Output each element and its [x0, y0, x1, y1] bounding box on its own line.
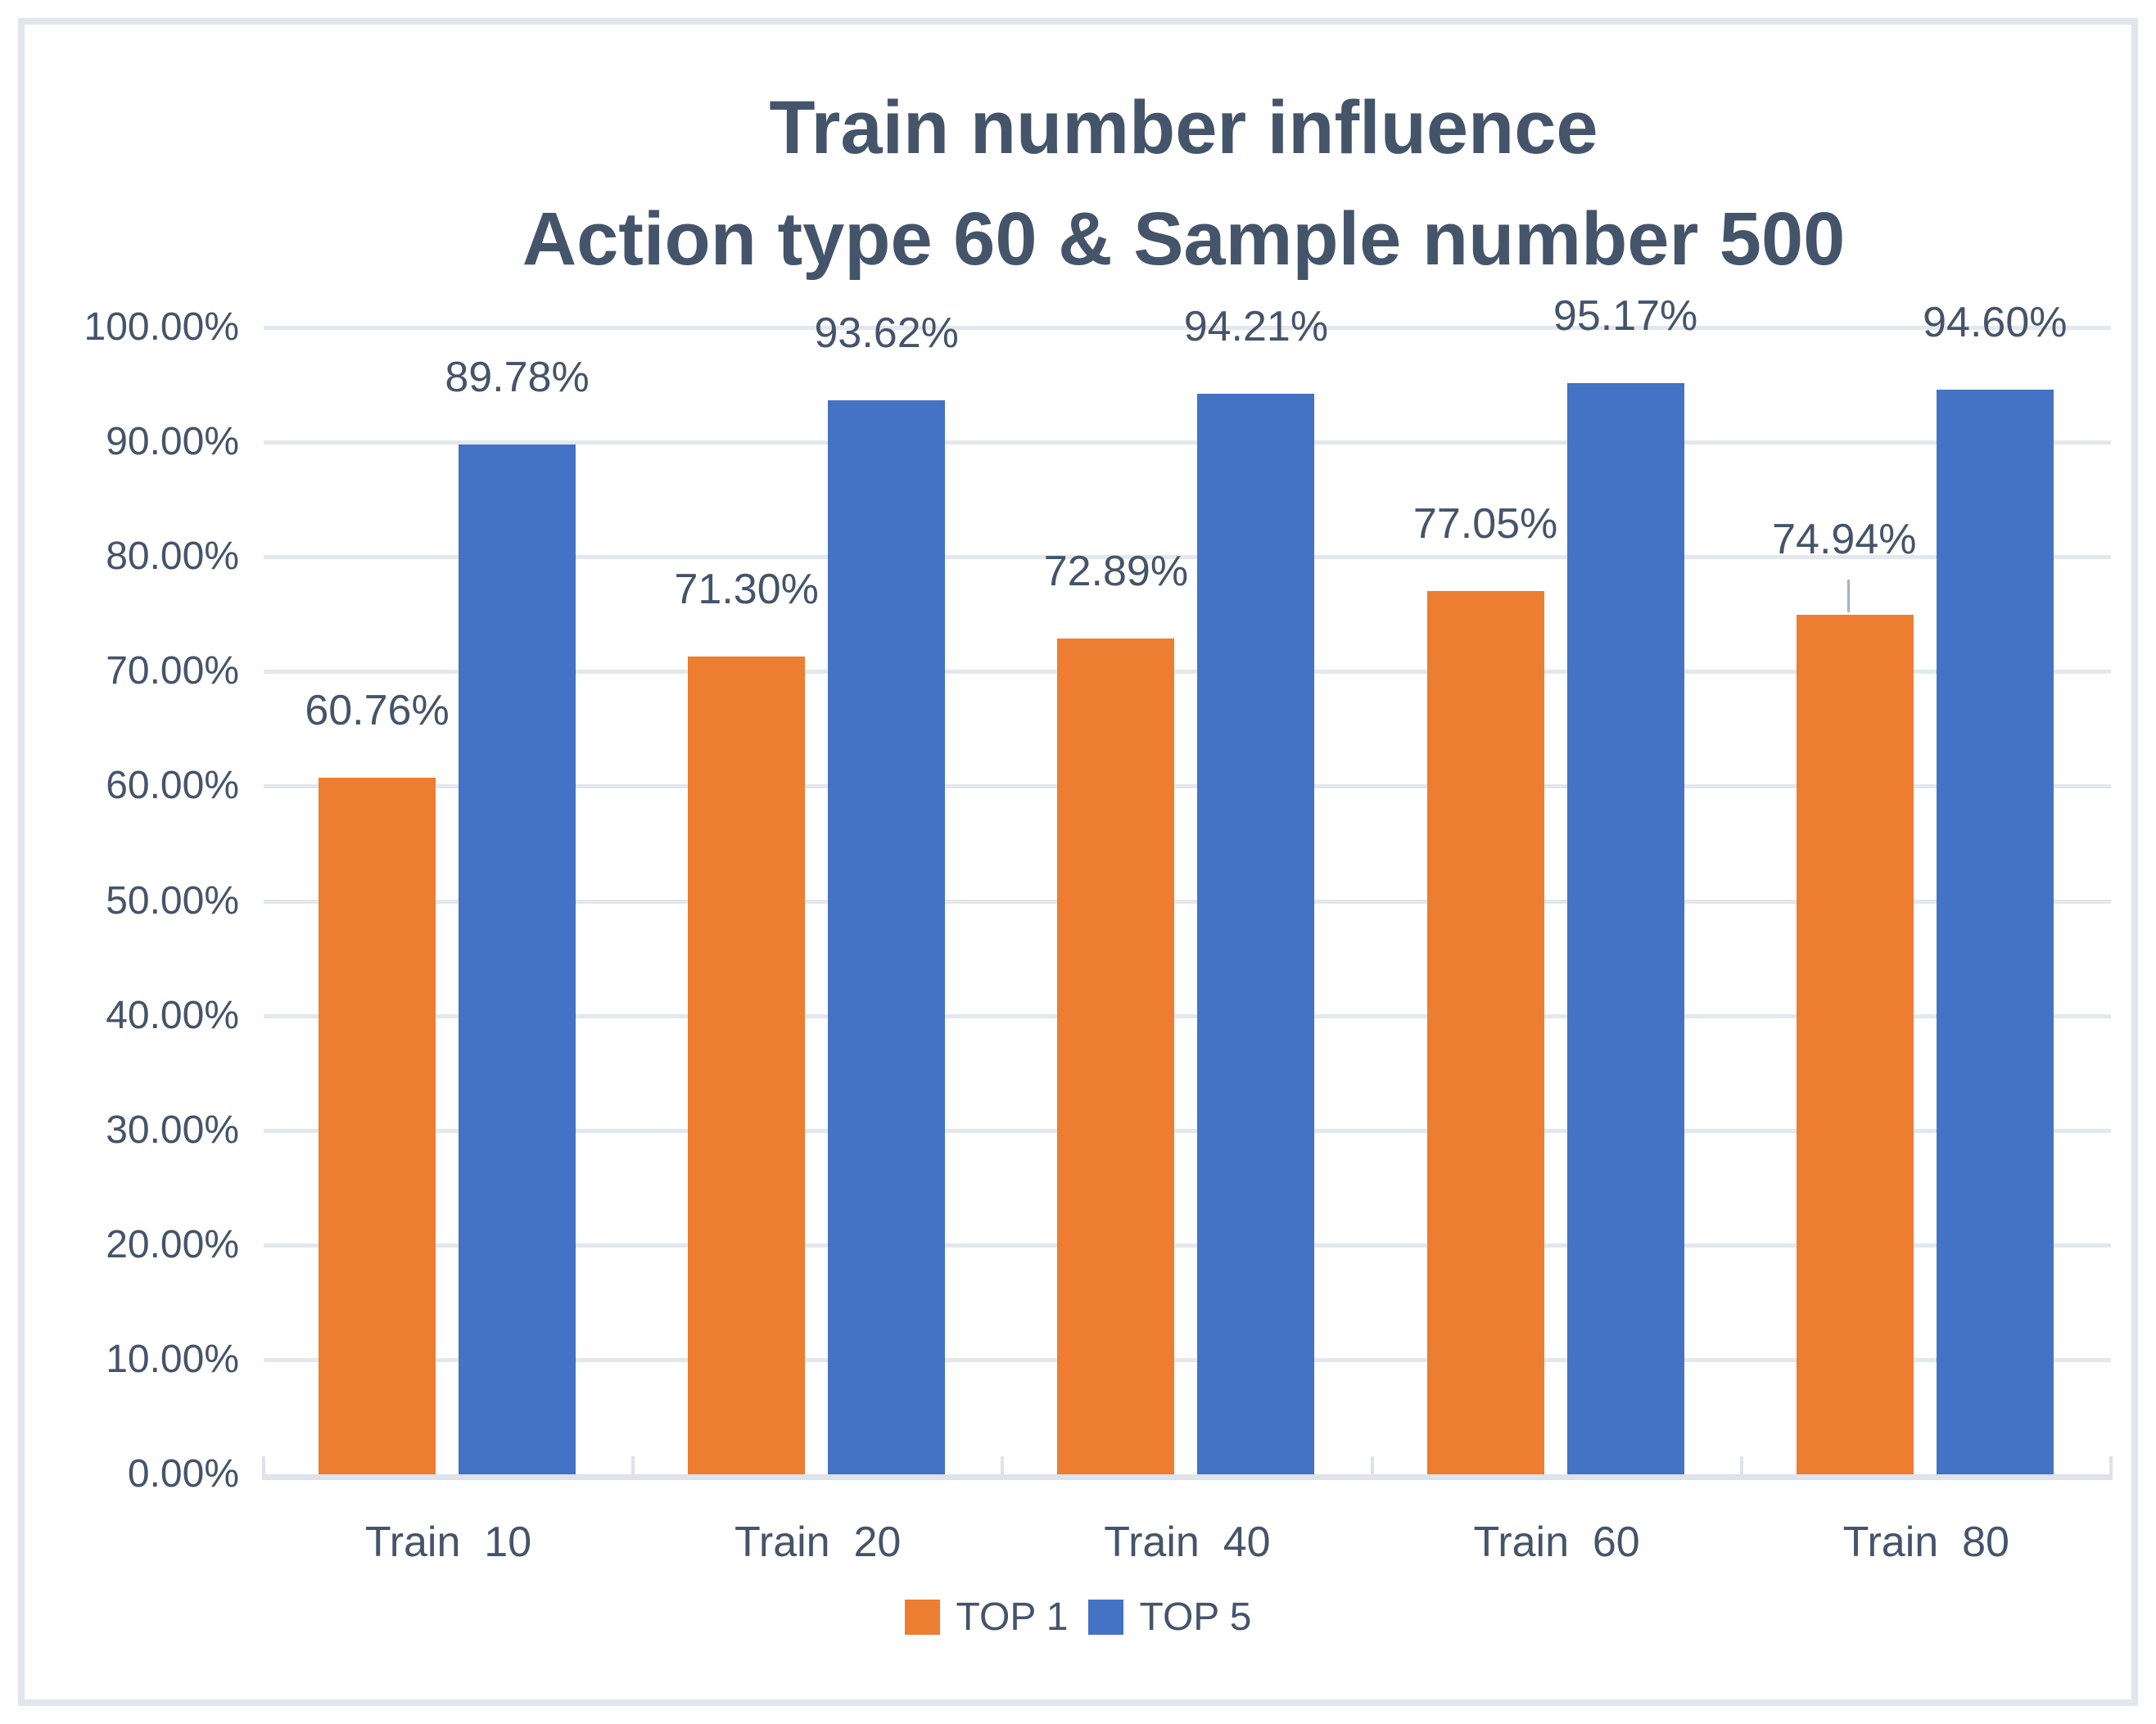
- value-label: 94.60%: [1923, 298, 2068, 346]
- legend-label: TOP 5: [1139, 1595, 1252, 1639]
- chart-title: Train number influence Action type 60 & …: [211, 72, 2156, 295]
- legend-swatch: [904, 1600, 940, 1635]
- category-label: Train 20: [734, 1519, 902, 1566]
- legend-label: TOP 1: [956, 1595, 1069, 1639]
- y-axis-tick-label: 60.00%: [106, 764, 239, 808]
- value-label: 74.94%: [1772, 516, 1917, 564]
- x-axis-tick: [2109, 1456, 2113, 1480]
- y-axis-tick-label: 0.00%: [127, 1452, 239, 1496]
- y-axis-tick-label: 40.00%: [106, 993, 239, 1037]
- bar-top1-train-80: [1796, 615, 1914, 1474]
- x-axis-tick: [1370, 1456, 1374, 1480]
- y-axis-tick-label: 90.00%: [106, 420, 239, 464]
- bar-top1-train-20: [688, 657, 806, 1474]
- gridline: [264, 440, 2111, 445]
- bar-top5-train-40: [1197, 394, 1315, 1474]
- value-label: 89.78%: [445, 354, 590, 402]
- x-axis-tick: [262, 1456, 265, 1480]
- value-label: 60.76%: [305, 686, 450, 734]
- legend-item: TOP 5: [1087, 1595, 1252, 1640]
- chart-title-line2: Action type 60 & Sample number 500: [522, 197, 1846, 281]
- value-label: 72.89%: [1043, 547, 1189, 595]
- bar-top5-train-10: [459, 445, 576, 1474]
- legend-swatch: [1087, 1600, 1123, 1635]
- gridline: [264, 1357, 2111, 1362]
- y-axis-tick-label: 50.00%: [106, 878, 239, 923]
- y-axis-tick-label: 100.00%: [84, 305, 240, 349]
- gridline: [264, 555, 2111, 560]
- y-axis-tick-label: 70.00%: [106, 649, 239, 693]
- gridline: [264, 1128, 2111, 1133]
- category-label: Train 40: [1104, 1519, 1271, 1566]
- chart-title-line1: Train number influence: [769, 86, 1598, 169]
- category-label: Train 80: [1842, 1519, 2009, 1566]
- value-label: 94.21%: [1183, 303, 1329, 351]
- value-label: 95.17%: [1553, 291, 1698, 340]
- legend-item: TOP 1: [904, 1595, 1069, 1640]
- legend: TOP 1 TOP 5: [25, 1595, 2131, 1640]
- x-axis-line: [264, 1474, 2111, 1480]
- bar-top5-train-80: [1936, 389, 2054, 1474]
- value-label: 71.30%: [674, 566, 819, 614]
- value-label: 77.05%: [1412, 499, 1558, 548]
- bar-top5-train-20: [828, 400, 946, 1474]
- gridline: [264, 326, 2111, 330]
- x-axis-tick: [1001, 1456, 1005, 1480]
- value-label: 93.62%: [814, 309, 959, 358]
- x-axis-tick: [631, 1456, 635, 1480]
- category-label: Train 10: [364, 1519, 532, 1566]
- gridline: [264, 1013, 2111, 1018]
- gridline: [264, 784, 2111, 789]
- y-axis-tick-label: 30.00%: [106, 1108, 239, 1152]
- gridline: [264, 1243, 2111, 1248]
- label-leader-line: [1847, 580, 1851, 613]
- gridline: [264, 670, 2111, 675]
- bar-top5-train-60: [1566, 382, 1684, 1474]
- category-label: Train 60: [1473, 1519, 1640, 1566]
- bar-top1-train-60: [1426, 590, 1544, 1474]
- bar-top1-train-40: [1057, 638, 1175, 1474]
- y-axis-tick-label: 20.00%: [106, 1222, 239, 1266]
- bar-top1-train-10: [319, 777, 436, 1474]
- gridline: [264, 899, 2111, 904]
- x-axis-tick: [1739, 1456, 1743, 1480]
- y-axis-tick-label: 80.00%: [106, 535, 239, 579]
- y-axis-tick-label: 10.00%: [106, 1337, 239, 1381]
